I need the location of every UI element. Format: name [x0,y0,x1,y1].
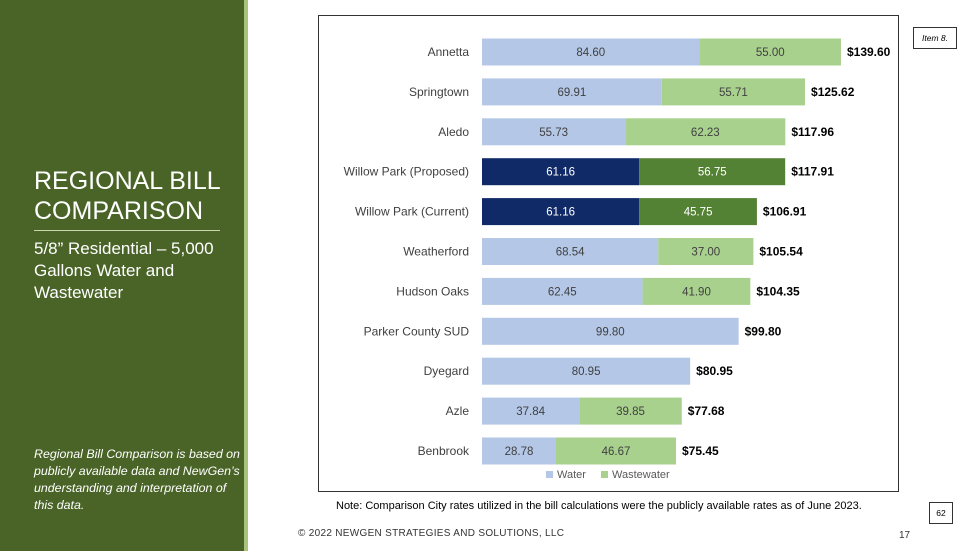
bar-water-azle [482,397,580,425]
category-label-hudson-oaks: Hudson Oaks [396,284,469,298]
total-label-benbrook: $75.45 [682,444,719,458]
data-label-water-weatherford: 68.54 [556,247,585,259]
bar-wastewater-willow-park-current [639,198,757,226]
page-badge: 62 [929,502,953,524]
total-label-annetta: $139.60 [847,45,891,59]
bar-water-dyegard [482,357,691,385]
title-divider [34,230,220,231]
bar-wastewater-aledo [625,118,786,146]
bar-water-benbrook [482,437,557,465]
bar-water-weatherford [482,238,659,265]
slide-title: REGIONAL BILL COMPARISON [34,167,220,225]
bar-wastewater-azle [579,397,682,425]
total-label-willow-park-current: $106.91 [763,205,807,219]
data-label-water-springtown: 69.91 [557,87,586,99]
sidebar-panel [0,0,244,551]
legend-swatch-wastewater [601,471,608,478]
bar-wastewater-hudson-oaks [642,277,751,305]
bar-water-springtown [482,78,662,106]
total-label-hudson-oaks: $104.35 [756,284,800,298]
total-label-springtown: $125.62 [811,85,855,99]
sidebar-edge-stripe [244,0,248,551]
category-label-azle: Azle [446,404,470,418]
legend-label-wastewater: Wastewater [612,469,670,481]
bill-comparison-chart: Annetta 84.60 55.00 $139.60 Springtown 69.91 5… [344,38,891,481]
data-label-water-dyegard: 80.95 [572,366,601,378]
bar-water-hudson-oaks [482,277,643,305]
category-label-parker-county-sud: Parker County SUD [364,324,470,338]
bar-wastewater-benbrook [556,437,677,465]
data-label-wastewater-benbrook: 46.67 [602,446,631,458]
data-label-wastewater-willow-park-current: 45.75 [684,207,713,219]
data-label-wastewater-willow-park-proposed: 56.75 [698,167,727,179]
category-label-weatherford: Weatherford [403,245,469,259]
total-label-azle: $77.68 [688,404,725,418]
data-label-wastewater-azle: 39.85 [616,406,645,418]
bar-water-annetta [482,38,700,66]
bar-wastewater-willow-park-proposed [639,158,786,186]
category-label-dyegard: Dyegard [424,364,469,378]
total-label-weatherford: $105.54 [759,245,803,259]
bar-water-parker-county-sud [482,317,739,345]
data-label-water-hudson-oaks: 62.45 [548,286,577,298]
data-label-water-annetta: 84.60 [576,47,605,59]
data-label-wastewater-annetta: 55.00 [756,47,785,59]
bar-wastewater-springtown [661,78,806,106]
total-label-dyegard: $80.95 [696,364,733,378]
category-label-annetta: Annetta [428,45,470,59]
legend-label-water: Water [557,469,586,481]
slide-number: 17 [899,530,911,541]
data-label-wastewater-hudson-oaks: 41.90 [682,286,711,298]
bar-water-aledo [482,118,626,146]
category-label-aledo: Aledo [438,125,469,139]
bar-water-willow-park-current [482,198,640,226]
category-label-willow-park-proposed: Willow Park (Proposed) [344,165,469,179]
side-note: Regional Bill Comparison is based on pub… [34,447,240,512]
item-badge: Item 8. [913,27,957,49]
chart-footnote: Note: Comparison City rates utilized in … [336,500,862,512]
data-label-water-azle: 37.84 [516,406,545,418]
data-label-wastewater-aledo: 62.23 [691,127,720,139]
data-label-water-aledo: 55.73 [539,127,568,139]
bar-wastewater-weatherford [658,238,754,265]
legend-swatch-water [546,471,553,478]
bar-water-willow-park-proposed [482,158,640,186]
category-label-willow-park-current: Willow Park (Current) [355,205,469,219]
data-label-water-parker-county-sud: 99.80 [596,326,625,338]
slide-subtitle: 5/8” Residential – 5,000 Gallons Water a… [34,239,214,302]
category-label-springtown: Springtown [409,85,469,99]
data-label-water-benbrook: 28.78 [505,446,534,458]
copyright-footer: © 2022 NEWGEN STRATEGIES AND SOLUTIONS, … [298,528,565,539]
bar-wastewater-annetta [699,38,841,66]
data-label-wastewater-weatherford: 37.00 [691,247,720,259]
data-label-water-willow-park-current: 61.16 [546,207,575,219]
total-label-parker-county-sud: $99.80 [745,324,782,338]
category-label-benbrook: Benbrook [418,444,470,458]
data-label-water-willow-park-proposed: 61.16 [546,167,575,179]
total-label-willow-park-proposed: $117.91 [791,165,834,179]
data-label-wastewater-springtown: 55.71 [719,87,748,99]
total-label-aledo: $117.96 [791,125,834,139]
